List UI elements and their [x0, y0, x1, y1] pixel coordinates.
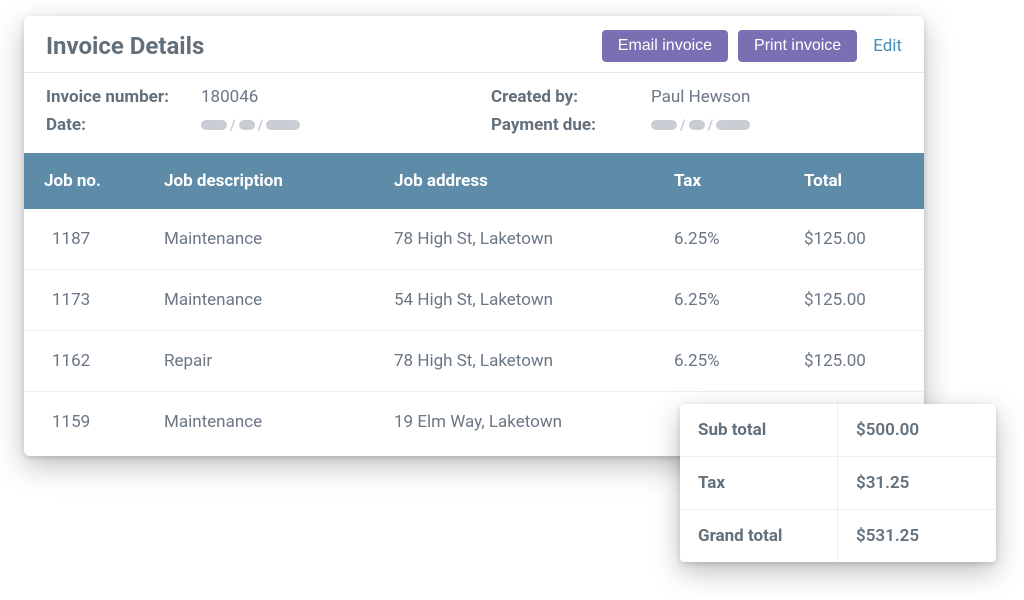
totals-row-subtotal: Sub total $500.00	[680, 404, 996, 457]
payment-due-value: //	[651, 115, 902, 135]
col-tax: Tax	[654, 153, 784, 209]
edit-link[interactable]: Edit	[873, 36, 902, 56]
totals-row-grand: Grand total $531.25	[680, 510, 996, 562]
col-job-no: Job no.	[24, 153, 144, 209]
cell-job-address: 54 High St, Laketown	[374, 270, 654, 330]
grand-total-value: $531.25	[838, 510, 996, 562]
cell-job-description: Repair	[144, 331, 374, 391]
col-job-address: Job address	[374, 153, 654, 209]
col-total: Total	[784, 153, 924, 209]
table-header: Job no. Job description Job address Tax …	[24, 153, 924, 209]
cell-job-no: 1159	[24, 392, 144, 452]
cell-job-description: Maintenance	[144, 392, 374, 452]
cell-job-description: Maintenance	[144, 209, 374, 269]
payment-due-label: Payment due:	[491, 115, 651, 135]
header-actions: Email invoice Print invoice Edit	[602, 30, 902, 62]
invoice-meta: Invoice number: 180046 Created by: Paul …	[24, 73, 924, 153]
page-title: Invoice Details	[46, 32, 204, 60]
subtotal-label: Sub total	[680, 404, 838, 457]
cell-job-address: 19 Elm Way, Laketown	[374, 392, 654, 452]
print-invoice-button[interactable]: Print invoice	[738, 30, 857, 62]
card-header: Invoice Details Email invoice Print invo…	[24, 16, 924, 73]
date-label: Date:	[46, 115, 201, 135]
invoice-number-value: 180046	[201, 87, 491, 107]
date-placeholder: //	[201, 116, 300, 134]
cell-job-address: 78 High St, Laketown	[374, 331, 654, 391]
cell-tax: 6.25%	[654, 270, 784, 330]
cell-job-no: 1162	[24, 331, 144, 391]
date-value: //	[201, 115, 491, 135]
invoice-details-card: Invoice Details Email invoice Print invo…	[24, 16, 924, 456]
table-row: 1187 Maintenance 78 High St, Laketown 6.…	[24, 209, 924, 270]
payment-due-placeholder: //	[651, 116, 750, 134]
created-by-value: Paul Hewson	[651, 87, 902, 107]
subtotal-value: $500.00	[838, 404, 996, 457]
cell-job-address: 78 High St, Laketown	[374, 209, 654, 269]
tax-value: $31.25	[838, 457, 996, 510]
cell-tax: 6.25%	[654, 209, 784, 269]
totals-card: Sub total $500.00 Tax $31.25 Grand total…	[680, 404, 996, 562]
col-job-description: Job description	[144, 153, 374, 209]
cell-total: $125.00	[784, 209, 924, 269]
email-invoice-button[interactable]: Email invoice	[602, 30, 728, 62]
table-row: 1162 Repair 78 High St, Laketown 6.25% $…	[24, 331, 924, 392]
created-by-label: Created by:	[491, 87, 651, 107]
table-row: 1173 Maintenance 54 High St, Laketown 6.…	[24, 270, 924, 331]
invoice-number-label: Invoice number:	[46, 87, 201, 107]
tax-label: Tax	[680, 457, 838, 510]
cell-job-no: 1187	[24, 209, 144, 269]
cell-total: $125.00	[784, 270, 924, 330]
totals-row-tax: Tax $31.25	[680, 457, 996, 510]
grand-total-label: Grand total	[680, 510, 838, 562]
cell-job-no: 1173	[24, 270, 144, 330]
cell-total: $125.00	[784, 331, 924, 391]
cell-tax: 6.25%	[654, 331, 784, 391]
cell-job-description: Maintenance	[144, 270, 374, 330]
